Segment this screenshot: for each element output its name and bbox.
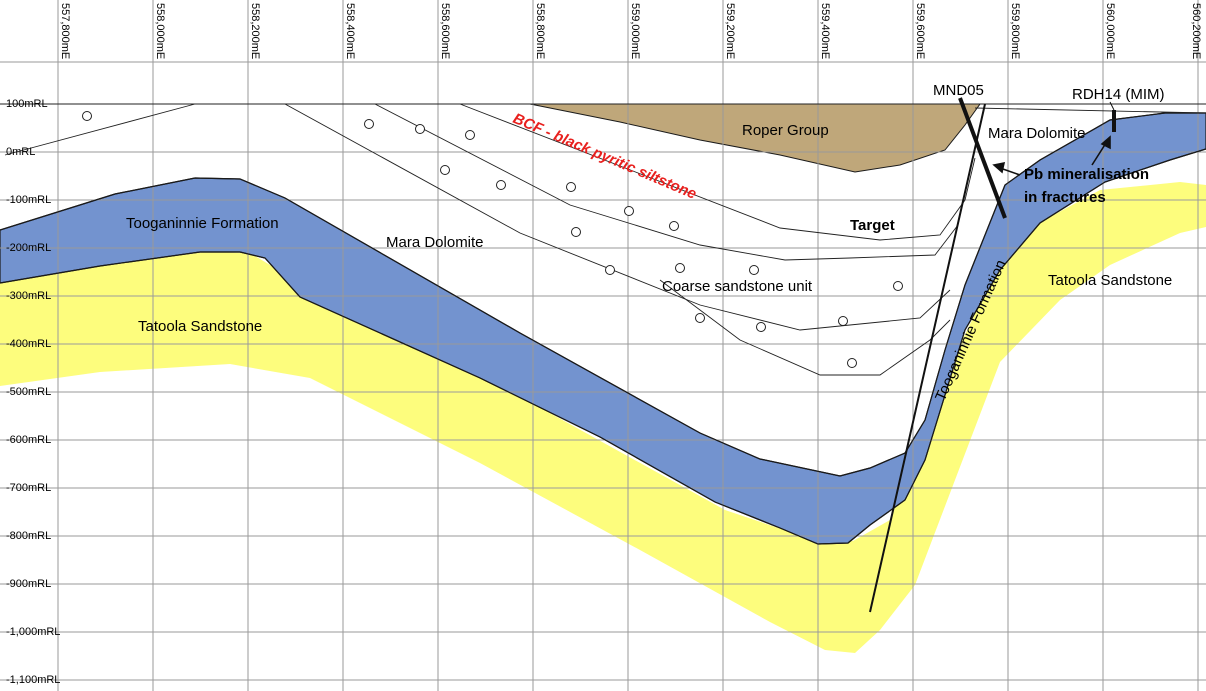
mnd05-label: MND05 xyxy=(933,82,984,99)
x-label: 560,000mE xyxy=(1104,3,1116,59)
mara-dolomite-left-label: Mara Dolomite xyxy=(386,234,484,251)
tooganinnie-lower-contact xyxy=(0,148,1206,545)
y-label: -800mRL xyxy=(6,530,51,542)
x-label: 559,200mE xyxy=(724,3,736,59)
x-label: 558,800mE xyxy=(534,3,546,59)
x-axis-labels: 557,800mE 558,000mE 558,200mE 558,400mE … xyxy=(59,3,1202,59)
y-label: 100mRL xyxy=(6,98,48,110)
coarse-sandstone-label: Coarse sandstone unit xyxy=(662,278,813,295)
target-label: Target xyxy=(850,217,895,234)
x-label: 559,600mE xyxy=(914,3,926,59)
y-label: -600mRL xyxy=(6,434,51,446)
roper-group-label: Roper Group xyxy=(742,122,829,139)
x-label: 558,200mE xyxy=(249,3,261,59)
tooganinnie-upper-contact xyxy=(0,112,1206,477)
tooganinnie-left-label: Tooganinnie Formation xyxy=(126,215,279,232)
pb-arrows xyxy=(992,135,1111,176)
coarse-sandstone-pattern xyxy=(82,111,903,368)
drillholes xyxy=(869,97,1116,613)
x-label: 558,600mE xyxy=(439,3,451,59)
mara-dolomite-right-label: Mara Dolomite xyxy=(988,125,1086,142)
y-axis-labels: 100mRL 0mRL -100mRL -200mRL -300mRL -400… xyxy=(6,98,60,686)
tatoola-left-label: Tatoola Sandstone xyxy=(138,318,262,335)
y-label: -700mRL xyxy=(6,482,51,494)
x-label: 559,400mE xyxy=(819,3,831,59)
y-label: -500mRL xyxy=(6,386,51,398)
x-label: 558,000mE xyxy=(154,3,166,59)
x-label: 558,400mE xyxy=(344,3,356,59)
y-label: -400mRL xyxy=(6,338,51,350)
roper-group-layer xyxy=(529,103,981,173)
y-label: -100mRL xyxy=(6,194,51,206)
y-label: 0mRL xyxy=(6,146,35,158)
pb-annotation-line1: Pb mineralisation xyxy=(1024,166,1149,183)
rdh14-leader xyxy=(1109,101,1115,111)
tatoola-right-label: Tatoola Sandstone xyxy=(1048,272,1172,289)
x-label: 557,800mE xyxy=(59,3,71,59)
y-label: -1,000mRL xyxy=(6,626,60,638)
x-label: 559,800mE xyxy=(1009,3,1021,59)
pb-annotation-line2: in fractures xyxy=(1024,189,1106,206)
y-label: -300mRL xyxy=(6,290,51,302)
y-label: -1,100mRL xyxy=(6,674,60,686)
mnd05-trace-upper xyxy=(958,97,1007,219)
rdh14-label: RDH14 (MIM) xyxy=(1072,86,1165,103)
mnd05-trace xyxy=(869,103,986,613)
y-label: -200mRL xyxy=(6,242,51,254)
x-label: 560,200mE xyxy=(1190,3,1202,59)
y-label: -900mRL xyxy=(6,578,51,590)
x-label: 559,000mE xyxy=(629,3,641,59)
tatoola-sandstone-layer xyxy=(0,182,1206,653)
